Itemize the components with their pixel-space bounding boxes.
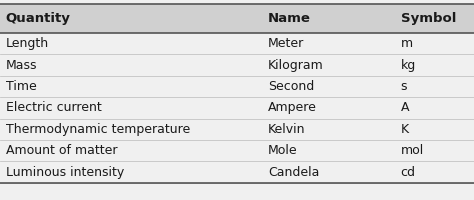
Bar	[0, 76, 474, 97]
Text: Mass: Mass	[6, 59, 37, 72]
Text: Symbol: Symbol	[401, 12, 456, 25]
Text: Candela: Candela	[268, 166, 319, 179]
Text: Amount of matter: Amount of matter	[6, 144, 117, 157]
Text: A: A	[401, 101, 409, 114]
Bar	[0, 4, 474, 33]
Text: Second: Second	[268, 80, 314, 93]
Text: Ampere: Ampere	[268, 101, 317, 114]
Text: Quantity: Quantity	[6, 12, 71, 25]
Text: Electric current: Electric current	[6, 101, 101, 114]
Text: Length: Length	[6, 37, 49, 50]
Bar	[0, 54, 474, 76]
Text: Kelvin: Kelvin	[268, 123, 305, 136]
Text: Meter: Meter	[268, 37, 304, 50]
Text: Luminous intensity: Luminous intensity	[6, 166, 124, 179]
Bar	[0, 119, 474, 140]
Text: s: s	[401, 80, 407, 93]
Bar	[0, 97, 474, 119]
Bar	[0, 33, 474, 54]
Text: mol: mol	[401, 144, 424, 157]
Bar	[0, 161, 474, 183]
Bar	[0, 140, 474, 161]
Text: Kilogram: Kilogram	[268, 59, 324, 72]
Text: Mole: Mole	[268, 144, 298, 157]
Text: m: m	[401, 37, 413, 50]
Text: Name: Name	[268, 12, 310, 25]
Text: cd: cd	[401, 166, 416, 179]
Text: Thermodynamic temperature: Thermodynamic temperature	[6, 123, 190, 136]
Text: Time: Time	[6, 80, 36, 93]
Text: K: K	[401, 123, 409, 136]
Text: kg: kg	[401, 59, 416, 72]
